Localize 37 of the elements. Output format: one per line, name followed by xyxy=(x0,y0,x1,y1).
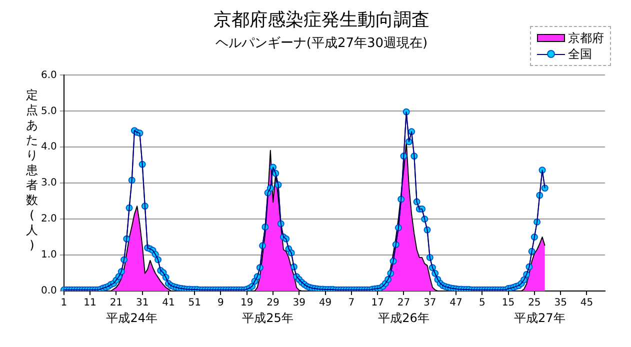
y-tick-label: 4.0 xyxy=(40,142,57,153)
chart-title: 京都府感染症発生動向調査 xyxy=(214,9,430,30)
x-tick-label: 49 xyxy=(318,298,332,309)
x-tick-label: 27 xyxy=(397,298,410,309)
y-tick-label: 0.0 xyxy=(40,286,57,297)
x-tick-label: 35 xyxy=(554,298,567,309)
y-tick-label: 2.0 xyxy=(40,214,57,225)
x-tick-label: 45 xyxy=(580,298,594,309)
chart-subtitle: ヘルパンギーナ(平成27年30週現在) xyxy=(215,36,428,51)
x-tick-label: 21 xyxy=(110,298,123,309)
text: 平成25年 xyxy=(242,311,294,326)
x-tick-label: 9 xyxy=(218,298,224,309)
x-tick-label: 29 xyxy=(266,298,280,309)
text: 平成27年 xyxy=(514,311,566,326)
x-tick-label: 51 xyxy=(188,298,201,309)
x-tick-label: 11 xyxy=(84,298,96,309)
x-tick-label: 41 xyxy=(162,298,175,309)
legend-label: 全国 xyxy=(568,46,592,62)
text: 平成24年 xyxy=(106,311,158,326)
y-tick-label: 5.0 xyxy=(40,106,57,117)
x-tick-label: 39 xyxy=(292,298,306,309)
y-tick-label: 1.0 xyxy=(40,250,57,261)
x-tick-label: 25 xyxy=(528,298,541,309)
x-tick-label: 15 xyxy=(502,298,515,309)
x-tick-label: 7 xyxy=(348,298,355,309)
x-tick-label: 19 xyxy=(240,298,254,309)
y-tick-label: 3.0 xyxy=(40,178,57,189)
x-tick-label: 31 xyxy=(136,298,149,309)
x-tick-label: 37 xyxy=(423,298,436,309)
x-tick-label: 47 xyxy=(450,298,462,309)
legend-label: 京都府 xyxy=(568,30,604,46)
x-tick-label: 5 xyxy=(478,298,486,309)
text: 平成26年 xyxy=(378,311,430,326)
x-tick-label: 1 xyxy=(60,298,68,309)
text: 定点あたり患者数(人) xyxy=(26,88,38,252)
y-tick-label: 6.0 xyxy=(40,70,57,81)
x-tick-label: 17 xyxy=(371,298,384,309)
